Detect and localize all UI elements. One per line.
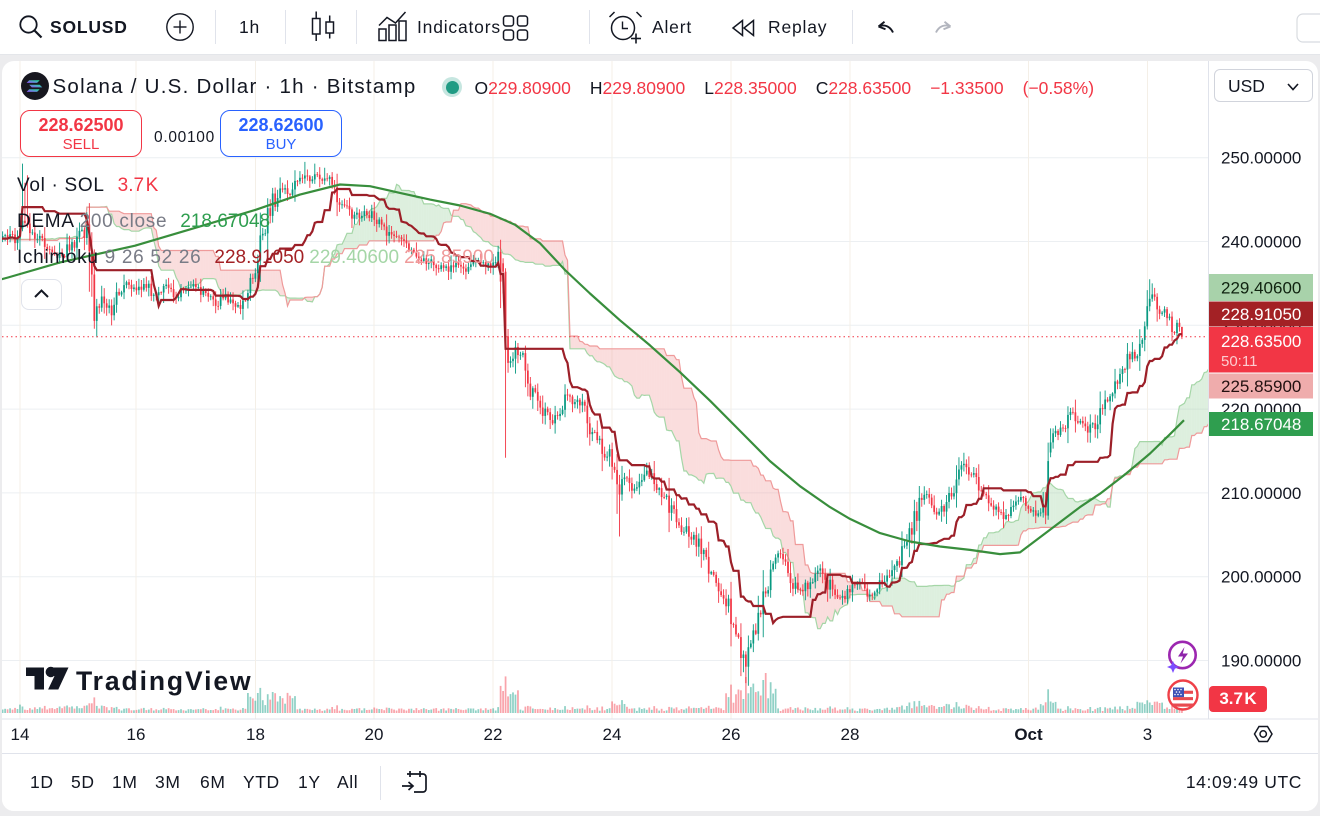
svg-text:228.91050: 228.91050 [1221,305,1301,324]
svg-text:50:11: 50:11 [1221,353,1257,370]
svg-text:225.85900: 225.85900 [1221,377,1301,396]
svg-text:20: 20 [365,725,384,744]
svg-text:18: 18 [246,725,265,744]
svg-text:22: 22 [484,725,503,744]
svg-text:229.40600: 229.40600 [1221,278,1301,297]
svg-text:240.00000: 240.00000 [1221,232,1301,251]
svg-text:26: 26 [722,725,741,744]
svg-text:14: 14 [11,725,30,744]
svg-text:250.00000: 250.00000 [1221,148,1301,167]
svg-text:228.63500: 228.63500 [1221,332,1301,351]
svg-text:200.00000: 200.00000 [1221,567,1301,586]
svg-text:28: 28 [841,725,860,744]
svg-text:3: 3 [1143,725,1152,744]
svg-text:Oct: Oct [1014,725,1043,744]
svg-text:16: 16 [127,725,146,744]
svg-text:190.00000: 190.00000 [1221,651,1301,670]
svg-text:TradingView: TradingView [76,666,253,696]
svg-text:24: 24 [603,725,622,744]
svg-text:218.67048: 218.67048 [1221,415,1301,434]
svg-text:210.00000: 210.00000 [1221,483,1301,502]
